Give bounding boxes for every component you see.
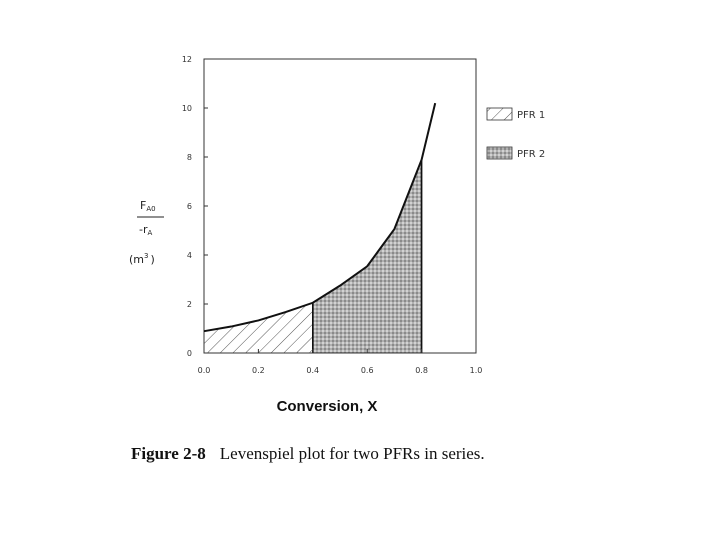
y-label-unit: (m3) bbox=[129, 252, 155, 266]
y-tick-label: 0 bbox=[187, 349, 192, 358]
caption-line: Figure 2-8 Levenspiel plot for two PFRs i… bbox=[131, 444, 485, 463]
legend-swatch-pfr1 bbox=[486, 107, 513, 121]
y-label-numerator: FA0 bbox=[140, 199, 156, 213]
x-tick-label: 0.0 bbox=[198, 366, 211, 375]
y-tick-label: 2 bbox=[187, 300, 192, 309]
levenspiel-curve bbox=[203, 102, 437, 333]
caption-text: Levenspiel plot for two PFRs in series. bbox=[220, 444, 485, 463]
x-tick-label: 0.2 bbox=[252, 366, 265, 375]
y-tick-label: 12 bbox=[182, 55, 192, 64]
y-tick-label: 6 bbox=[187, 202, 192, 211]
x-tick-label: 0.8 bbox=[415, 366, 428, 375]
caption-number: Figure 2-8 bbox=[131, 444, 206, 463]
legend: PFR 1 PFR 2 bbox=[486, 107, 545, 160]
y-tick-label: 8 bbox=[187, 153, 192, 162]
y-tick-label: 10 bbox=[182, 104, 192, 113]
legend-swatch-pfr2 bbox=[486, 146, 513, 160]
x-axis-ticks: 0.0 0.2 0.4 0.6 0.8 1.0 bbox=[198, 349, 483, 375]
legend-label-pfr2: PFR 2 bbox=[517, 149, 545, 160]
y-axis-label: FA0 -rA (m3) bbox=[129, 199, 164, 266]
levenspiel-chart: 0.0 0.2 0.4 0.6 0.8 1.0 0 2 4 6 8 10 12 PFR 1 PFR 2… bbox=[129, 55, 545, 415]
pfr1-region bbox=[204, 302, 313, 353]
y-label-denominator: -rA bbox=[139, 223, 153, 237]
legend-label-pfr1: PFR 1 bbox=[517, 110, 545, 121]
x-axis-label: Conversion, X bbox=[277, 398, 378, 415]
y-axis-ticks: 0 2 4 6 8 10 12 bbox=[182, 55, 208, 358]
figure-caption: Figure 2-8 Levenspiel plot for two PFRs i… bbox=[131, 444, 485, 463]
x-tick-label: 0.6 bbox=[361, 366, 374, 375]
y-tick-label: 4 bbox=[187, 251, 192, 260]
x-tick-label: 0.4 bbox=[306, 366, 319, 375]
pfr2-region bbox=[312, 159, 422, 353]
x-tick-label: 1.0 bbox=[470, 366, 483, 375]
